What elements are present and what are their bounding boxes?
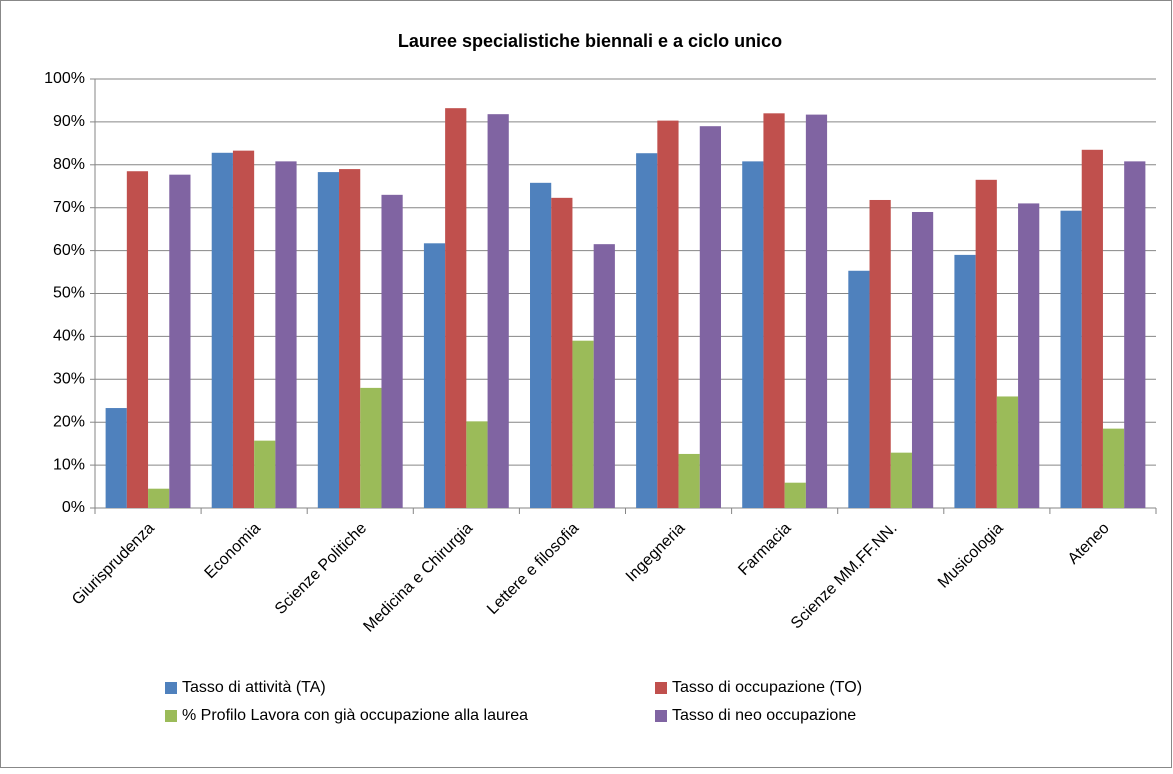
bar: [763, 113, 785, 508]
bar: [232, 150, 255, 508]
legend-label: Tasso di attività (TA): [182, 679, 326, 696]
bar: [254, 440, 276, 508]
bar: [975, 179, 997, 508]
bar: [593, 244, 615, 509]
bar: [1060, 210, 1082, 508]
y-tick-label: 90%: [53, 113, 85, 130]
y-tick-label: 60%: [53, 242, 85, 259]
legend-swatch: [165, 682, 177, 694]
bar: [636, 153, 658, 509]
y-tick-label: 0%: [62, 499, 85, 516]
bar: [466, 421, 488, 508]
bar: [360, 387, 382, 508]
bar: [784, 482, 806, 508]
bar: [1124, 161, 1146, 509]
bar: [869, 199, 891, 508]
y-tick-label: 70%: [53, 199, 85, 216]
bar: [742, 161, 764, 509]
bar: [1081, 149, 1103, 508]
bar: [126, 171, 149, 509]
y-tick-label: 10%: [53, 456, 85, 473]
bar: [148, 488, 170, 508]
y-tick-label: 100%: [44, 70, 85, 87]
bar: [890, 452, 912, 508]
bar: [423, 243, 446, 508]
bar: [1018, 203, 1040, 508]
y-tick-label: 50%: [53, 285, 85, 302]
bar: [954, 254, 976, 508]
legend-swatch: [655, 682, 667, 694]
legend-label: % Profilo Lavora con già occupazione all…: [182, 707, 528, 724]
chart-title: Lauree specialistiche biennali e a ciclo…: [398, 31, 782, 51]
bar: [530, 182, 552, 508]
bar: [105, 408, 127, 508]
legend-swatch: [165, 710, 177, 722]
bar: [699, 126, 721, 508]
y-tick-label: 80%: [53, 156, 85, 173]
bar: [339, 169, 361, 508]
bar: [275, 161, 297, 509]
legend-label: Tasso di occupazione (TO): [672, 679, 862, 696]
bar: [572, 340, 594, 508]
bar: [317, 172, 340, 508]
bar: [551, 197, 573, 508]
bar: [805, 114, 828, 509]
bar: [911, 211, 934, 509]
bar: [848, 270, 870, 508]
bar: [678, 453, 700, 508]
y-tick-label: 30%: [53, 371, 85, 388]
bar: [211, 152, 233, 508]
legend-swatch: [655, 710, 667, 722]
bar: [996, 396, 1019, 508]
bar: [381, 194, 403, 508]
y-tick-label: 20%: [53, 413, 85, 430]
bar: [1102, 428, 1125, 508]
bar: [169, 174, 191, 509]
bar: [487, 114, 509, 508]
bar: [445, 108, 467, 508]
y-tick-label: 40%: [53, 328, 85, 345]
bar: [657, 120, 679, 508]
legend-label: Tasso di neo occupazione: [672, 707, 856, 724]
